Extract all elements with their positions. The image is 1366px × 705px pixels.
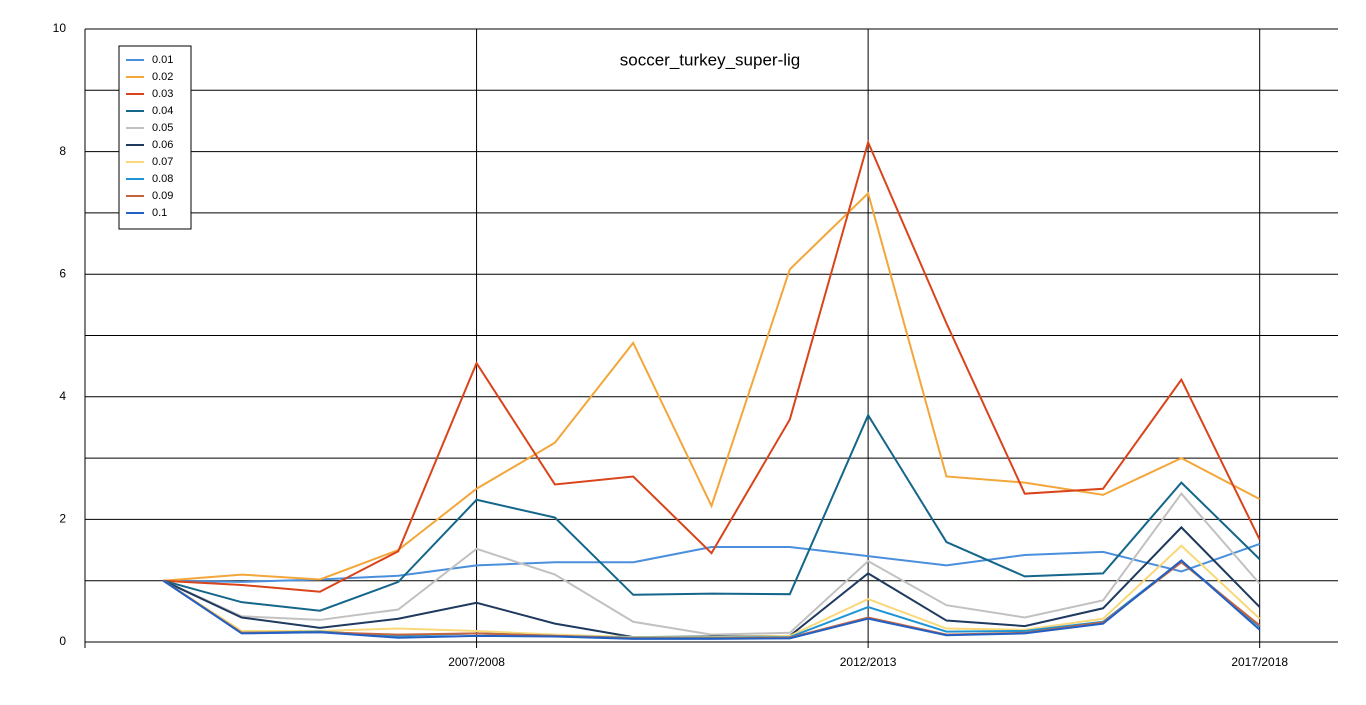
series-line xyxy=(163,191,1261,582)
x-tick-label: 2007/2008 xyxy=(448,655,505,669)
legend-label: 0.07 xyxy=(152,156,173,168)
y-tick-label: 10 xyxy=(53,21,67,35)
legend-label: 0.09 xyxy=(152,190,173,202)
y-tick-label: 2 xyxy=(59,512,66,526)
x-tick-label: 2012/2013 xyxy=(840,655,897,669)
series-line xyxy=(163,139,1261,593)
legend-label: 0.04 xyxy=(152,105,173,117)
series-line xyxy=(162,492,1261,636)
x-tick-label: 2017/2018 xyxy=(1231,655,1288,669)
legend-box xyxy=(118,45,192,230)
y-tick-label: 8 xyxy=(59,144,66,158)
plot: 0 2 4 6 8 10 2007/2008 2012/2013 2017/2018 0.01 0.… xyxy=(53,21,1338,669)
chart-title: soccer_turkey_super-lig xyxy=(620,50,800,69)
legend-label: 0.05 xyxy=(152,122,173,134)
legend-label: 0.01 xyxy=(152,54,173,66)
series-line xyxy=(163,413,1261,612)
y-tick-label: 6 xyxy=(59,266,66,280)
legend-label: 0.06 xyxy=(152,139,173,151)
series-line xyxy=(162,559,1261,640)
y-tick-label: 0 xyxy=(59,634,66,648)
legend-label: 0.02 xyxy=(152,71,173,83)
legend-label: 0.1 xyxy=(152,207,167,219)
legend-label: 0.03 xyxy=(152,88,173,100)
y-tick-label: 4 xyxy=(59,389,66,403)
legend-label: 0.08 xyxy=(152,173,173,185)
